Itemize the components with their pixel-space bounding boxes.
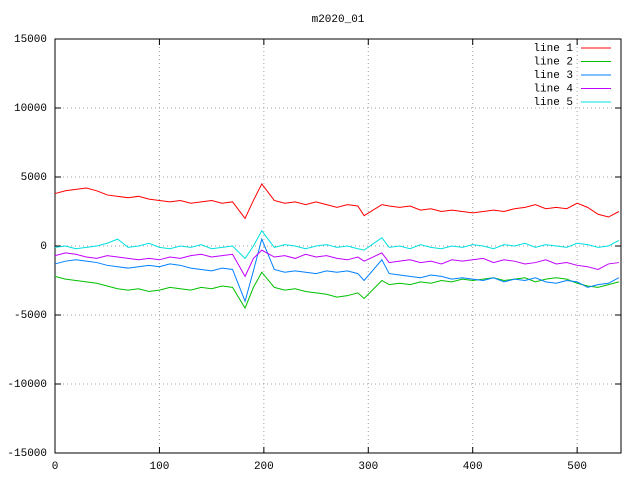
x-tick-label: 100: [150, 461, 170, 473]
x-tick-label: 400: [463, 461, 483, 473]
x-tick-label: 200: [254, 461, 274, 473]
y-tick-label: 0: [40, 241, 47, 253]
y-tick-label: 15000: [14, 34, 47, 46]
y-tick-label: 5000: [21, 172, 47, 184]
x-tick-label: 500: [567, 461, 587, 473]
legend-label: line 5: [533, 97, 573, 109]
y-tick-label: -10000: [7, 379, 47, 391]
data-line: [54, 237, 620, 303]
data-line: [54, 271, 620, 310]
x-tick-label: 0: [52, 461, 59, 473]
y-tick-label: 10000: [14, 103, 47, 115]
legend-label: line 2: [533, 56, 573, 68]
plot-border: [54, 38, 622, 454]
y-tick-label: -5000: [14, 310, 47, 322]
y-tick-label: -15000: [7, 448, 47, 460]
legend-label: line 1: [533, 43, 573, 55]
data-line: [54, 229, 620, 260]
legend-label: line 4: [533, 83, 573, 95]
chart-title: m2020_01: [312, 14, 365, 26]
x-tick-label: 300: [358, 461, 378, 473]
legend-label: line 3: [533, 70, 573, 82]
data-line: [54, 249, 619, 278]
data-line: [54, 182, 620, 220]
